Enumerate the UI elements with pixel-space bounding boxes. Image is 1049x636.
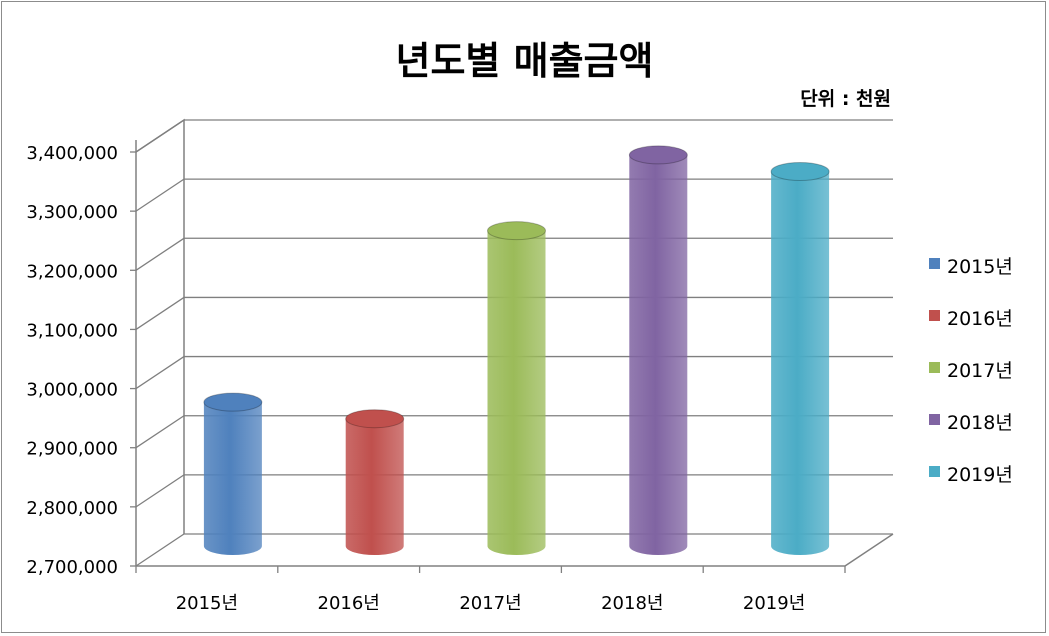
legend-swatch — [929, 414, 940, 425]
x-tick-label: 2019년 — [743, 593, 805, 614]
unit-label: 단위 : 천원 — [800, 88, 891, 110]
bar-2016년 — [345, 409, 405, 555]
legend-label: 2016년 — [947, 308, 1013, 330]
x-axis-tick-labels: 2015년 2016년 2017년 2018년 2019년 — [135, 566, 846, 614]
x-tick-label: 2015년 — [176, 593, 238, 614]
bar-2018년 — [628, 145, 688, 555]
x-tick-label: 2017년 — [459, 593, 521, 614]
bar-top — [203, 392, 263, 412]
y-tick-label: 2,900,000 — [26, 439, 118, 460]
legend-label: 2017년 — [947, 360, 1013, 382]
legend-item: 2018년 — [929, 408, 1049, 434]
y-tick-label: 3,000,000 — [26, 380, 118, 401]
bar-top — [487, 221, 546, 241]
bar-body — [487, 230, 546, 555]
y-tick-label: 3,300,000 — [26, 202, 118, 223]
chart-title: 년도별 매출금액 — [395, 39, 654, 83]
x-tick-label: 2018년 — [601, 593, 663, 614]
y-axis-tick-labels: 2,700,000 2,800,000 2,900,000 3,000,000 3,10… — [26, 143, 118, 578]
bars — [203, 145, 830, 555]
bar-body — [629, 154, 688, 555]
bar-top — [628, 145, 688, 165]
legend-swatch — [929, 362, 940, 373]
bar-body — [203, 402, 262, 555]
bar-2015년 — [203, 392, 263, 555]
bar-top — [770, 161, 830, 181]
bar-body — [771, 171, 830, 555]
bar-2017년 — [487, 221, 546, 555]
legend-item: 2016년 — [929, 304, 1049, 330]
legend-swatch — [929, 466, 940, 477]
legend-label: 2015년 — [947, 256, 1013, 278]
legend-item: 2017년 — [929, 356, 1049, 382]
legend-item: 2015년 — [929, 252, 1049, 278]
legend-label: 2018년 — [947, 412, 1013, 434]
bar-top — [345, 409, 405, 429]
y-tick-label: 3,100,000 — [26, 320, 118, 341]
legend-swatch — [929, 258, 940, 269]
legend-swatch — [929, 310, 940, 321]
bar-body — [345, 418, 404, 555]
y-tick-label: 2,700,000 — [26, 557, 118, 578]
y-tick-label: 3,200,000 — [26, 261, 118, 282]
y-tick-label: 2,800,000 — [26, 498, 118, 519]
y-tick-label: 3,400,000 — [26, 143, 118, 164]
gridline — [135, 119, 893, 153]
legend-label: 2019년 — [947, 464, 1013, 486]
legend-item: 2019년 — [929, 460, 1049, 486]
x-tick-label: 2016년 — [318, 593, 380, 614]
side-wall — [135, 118, 185, 534]
bar-2019년 — [770, 161, 830, 555]
